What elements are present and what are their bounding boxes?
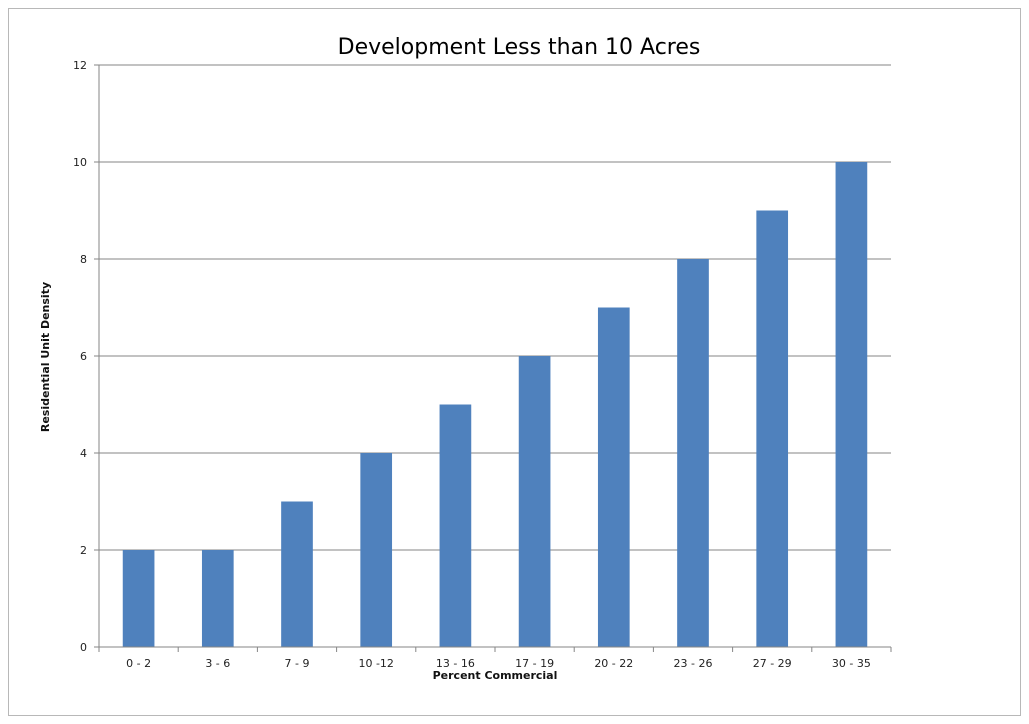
y-tick-label: 10 bbox=[73, 156, 87, 169]
bar bbox=[756, 210, 789, 647]
x-tick-label: 27 - 29 bbox=[753, 657, 792, 670]
x-tick-label: 10 -12 bbox=[358, 657, 393, 670]
x-tick-label: 0 - 2 bbox=[126, 657, 151, 670]
y-axis-title: Residential Unit Density bbox=[39, 282, 52, 432]
y-tick-label: 0 bbox=[80, 641, 87, 654]
bars bbox=[122, 162, 868, 647]
bar bbox=[677, 259, 709, 647]
axes bbox=[94, 64, 892, 652]
bar bbox=[439, 404, 472, 647]
x-tick-label: 30 - 35 bbox=[832, 657, 871, 670]
bar bbox=[360, 453, 393, 647]
y-tick-label: 8 bbox=[80, 253, 87, 266]
y-tick-label: 4 bbox=[80, 447, 87, 460]
bar-chart: Development Less than 10 Acres 0 2 4 6 8 10 12… bbox=[39, 35, 892, 682]
bar bbox=[281, 501, 313, 647]
x-tick-label: 3 - 6 bbox=[205, 657, 230, 670]
x-tick-labels: 0 - 2 3 - 6 7 - 9 10 -12 13 - 16 17 - 19 20 - … bbox=[126, 657, 871, 670]
x-tick-label: 17 - 19 bbox=[515, 657, 554, 670]
bar bbox=[201, 550, 234, 647]
bar bbox=[122, 550, 155, 647]
y-tick-label: 6 bbox=[80, 350, 87, 363]
x-tick-label: 23 - 26 bbox=[674, 657, 713, 670]
y-tick-label: 2 bbox=[80, 544, 87, 557]
chart-frame: Development Less than 10 Acres 0 2 4 6 8 10 12… bbox=[8, 8, 1021, 716]
bar bbox=[597, 307, 630, 647]
bar bbox=[835, 162, 868, 647]
chart-title: Development Less than 10 Acres bbox=[338, 35, 701, 60]
x-axis-title: Percent Commercial bbox=[433, 669, 558, 682]
x-tick-label: 13 - 16 bbox=[436, 657, 475, 670]
x-tick-label: 7 - 9 bbox=[285, 657, 310, 670]
x-tick-label: 20 - 22 bbox=[594, 657, 633, 670]
y-tick-labels: 0 2 4 6 8 10 12 bbox=[73, 59, 87, 654]
bar bbox=[518, 356, 551, 647]
y-tick-label: 12 bbox=[73, 59, 87, 72]
